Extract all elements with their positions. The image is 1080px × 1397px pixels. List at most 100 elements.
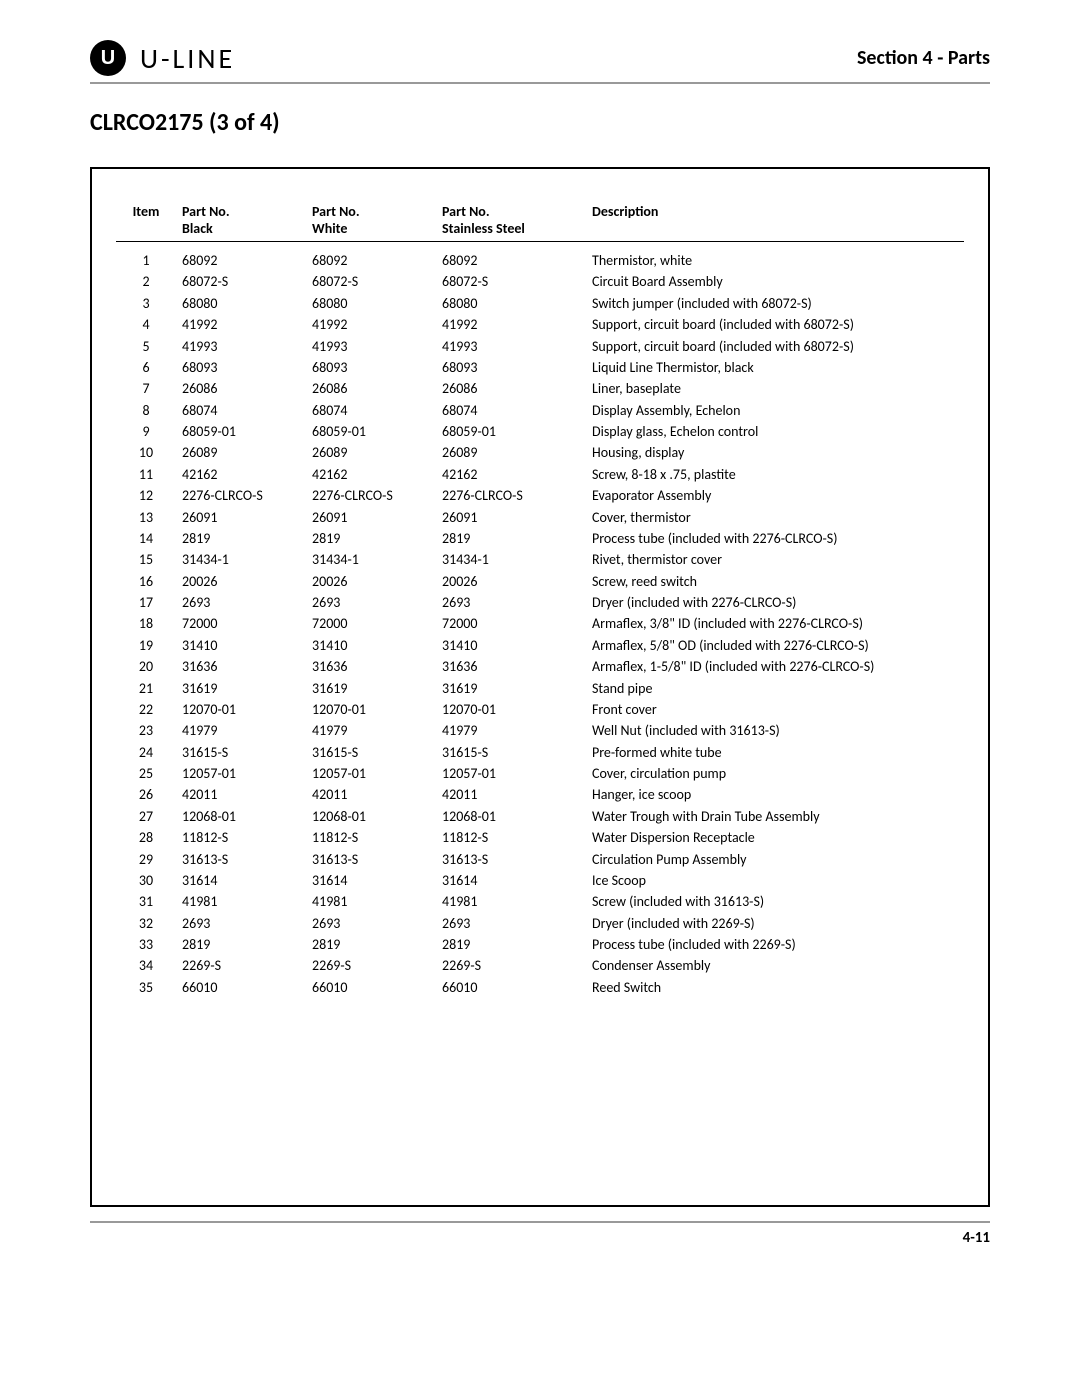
cell-part-ss: 41981	[436, 891, 586, 912]
cell-part-white: 31615-S	[306, 741, 436, 762]
cell-item: 12	[116, 485, 176, 506]
cell-item: 10	[116, 442, 176, 463]
cell-part-black: 41981	[176, 891, 306, 912]
table-row: 33281928192819Process tube (included wit…	[116, 934, 964, 955]
cell-part-black: 31410	[176, 635, 306, 656]
table-row: 17269326932693Dryer (included with 2276-…	[116, 592, 964, 613]
cell-part-black: 12070-01	[176, 699, 306, 720]
cell-part-black: 2819	[176, 528, 306, 549]
cell-part-ss: 31615-S	[436, 741, 586, 762]
cell-part-white: 2693	[306, 592, 436, 613]
cell-part-white: 72000	[306, 613, 436, 634]
cell-part-black: 68072-S	[176, 271, 306, 292]
page-number: 4-11	[90, 1229, 990, 1247]
cell-description: Liner, baseplate	[586, 378, 964, 399]
cell-part-white: 68080	[306, 293, 436, 314]
table-row: 968059-0168059-0168059-01Display glass, …	[116, 421, 964, 442]
cell-description: Circuit Board Assembly	[586, 271, 964, 292]
parts-table: Item Part No. Black Part No. White Part …	[116, 199, 964, 998]
table-row: 32269326932693Dryer (included with 2269-…	[116, 912, 964, 933]
cell-part-black: 68059-01	[176, 421, 306, 442]
cell-part-white: 68092	[306, 242, 436, 272]
cell-part-ss: 41992	[436, 314, 586, 335]
cell-item: 29	[116, 848, 176, 869]
cell-description: Switch jumper (included with 68072-S)	[586, 293, 964, 314]
cell-description: Display glass, Echelon control	[586, 421, 964, 442]
table-header: Item Part No. Black Part No. White Part …	[116, 199, 964, 242]
cell-part-white: 41981	[306, 891, 436, 912]
cell-description: Liquid Line Thermistor, black	[586, 357, 964, 378]
cell-description: Front cover	[586, 699, 964, 720]
cell-part-white: 2693	[306, 912, 436, 933]
cell-part-white: 26089	[306, 442, 436, 463]
cell-part-ss: 31613-S	[436, 848, 586, 869]
table-row: 10260892608926089Housing, display	[116, 442, 964, 463]
table-row: 5419934199341993Support, circuit board (…	[116, 335, 964, 356]
cell-part-black: 11812-S	[176, 827, 306, 848]
cell-part-black: 41992	[176, 314, 306, 335]
table-row: 122276-CLRCO-S2276-CLRCO-S2276-CLRCO-SEv…	[116, 485, 964, 506]
cell-item: 1	[116, 242, 176, 272]
col-item: Item	[116, 199, 176, 242]
cell-part-black: 2693	[176, 912, 306, 933]
cell-part-white: 31614	[306, 870, 436, 891]
table-row: 1531434-131434-131434-1Rivet, thermistor…	[116, 549, 964, 570]
cell-part-white: 31613-S	[306, 848, 436, 869]
col-part-ss: Part No. Stainless Steel	[436, 199, 586, 242]
cell-part-black: 68093	[176, 357, 306, 378]
table-row: 23419794197941979Well Nut (included with…	[116, 720, 964, 741]
cell-description: Process tube (included with 2269-S)	[586, 934, 964, 955]
cell-description: Stand pipe	[586, 677, 964, 698]
cell-part-ss: 31636	[436, 656, 586, 677]
brand-text: U-LINE	[140, 41, 235, 76]
cell-part-white: 68093	[306, 357, 436, 378]
cell-part-black: 31636	[176, 656, 306, 677]
table-row: 19314103141031410Armaflex, 5/8" OD (incl…	[116, 635, 964, 656]
cell-item: 31	[116, 891, 176, 912]
content-box: Item Part No. Black Part No. White Part …	[90, 167, 990, 1207]
table-row: 3680806808068080Switch jumper (included …	[116, 293, 964, 314]
table-row: 4419924199241992Support, circuit board (…	[116, 314, 964, 335]
cell-description: Pre-formed white tube	[586, 741, 964, 762]
cell-part-white: 68072-S	[306, 271, 436, 292]
cell-part-black: 68080	[176, 293, 306, 314]
cell-part-white: 31410	[306, 635, 436, 656]
cell-part-ss: 26089	[436, 442, 586, 463]
col-description: Description	[586, 199, 964, 242]
cell-item: 24	[116, 741, 176, 762]
cell-item: 8	[116, 399, 176, 420]
cell-part-ss: 68093	[436, 357, 586, 378]
table-row: 2512057-0112057-0112057-01Cover, circula…	[116, 763, 964, 784]
logo-letter: U	[101, 47, 115, 70]
cell-item: 23	[116, 720, 176, 741]
cell-part-white: 42162	[306, 464, 436, 485]
cell-part-white: 12070-01	[306, 699, 436, 720]
footer-divider	[90, 1221, 990, 1223]
cell-item: 17	[116, 592, 176, 613]
cell-part-black: 31615-S	[176, 741, 306, 762]
cell-item: 16	[116, 570, 176, 591]
cell-part-black: 2819	[176, 934, 306, 955]
cell-part-ss: 2269-S	[436, 955, 586, 976]
table-row: 20316363163631636Armaflex, 1-5/8" ID (in…	[116, 656, 964, 677]
cell-part-ss: 68080	[436, 293, 586, 314]
table-row: 2931613-S31613-S31613-SCirculation Pump …	[116, 848, 964, 869]
cell-part-black: 68092	[176, 242, 306, 272]
table-row: 7260862608626086Liner, baseplate	[116, 378, 964, 399]
cell-part-ss: 12057-01	[436, 763, 586, 784]
table-row: 2431615-S31615-S31615-SPre-formed white …	[116, 741, 964, 762]
cell-part-black: 42162	[176, 464, 306, 485]
cell-item: 34	[116, 955, 176, 976]
col-part-white: Part No. White	[306, 199, 436, 242]
cell-part-ss: 68059-01	[436, 421, 586, 442]
cell-part-ss: 26086	[436, 378, 586, 399]
table-row: 13260912609126091Cover, thermistor	[116, 506, 964, 527]
table-row: 11421624216242162Screw, 8-18 x .75, plas…	[116, 464, 964, 485]
cell-description: Dryer (included with 2276-CLRCO-S)	[586, 592, 964, 613]
cell-part-black: 31434-1	[176, 549, 306, 570]
cell-description: Dryer (included with 2269-S)	[586, 912, 964, 933]
cell-part-black: 2276-CLRCO-S	[176, 485, 306, 506]
section-title: Section 4 - Parts	[857, 46, 990, 70]
table-body: 1680926809268092Thermistor, white268072-…	[116, 242, 964, 998]
cell-part-white: 42011	[306, 784, 436, 805]
